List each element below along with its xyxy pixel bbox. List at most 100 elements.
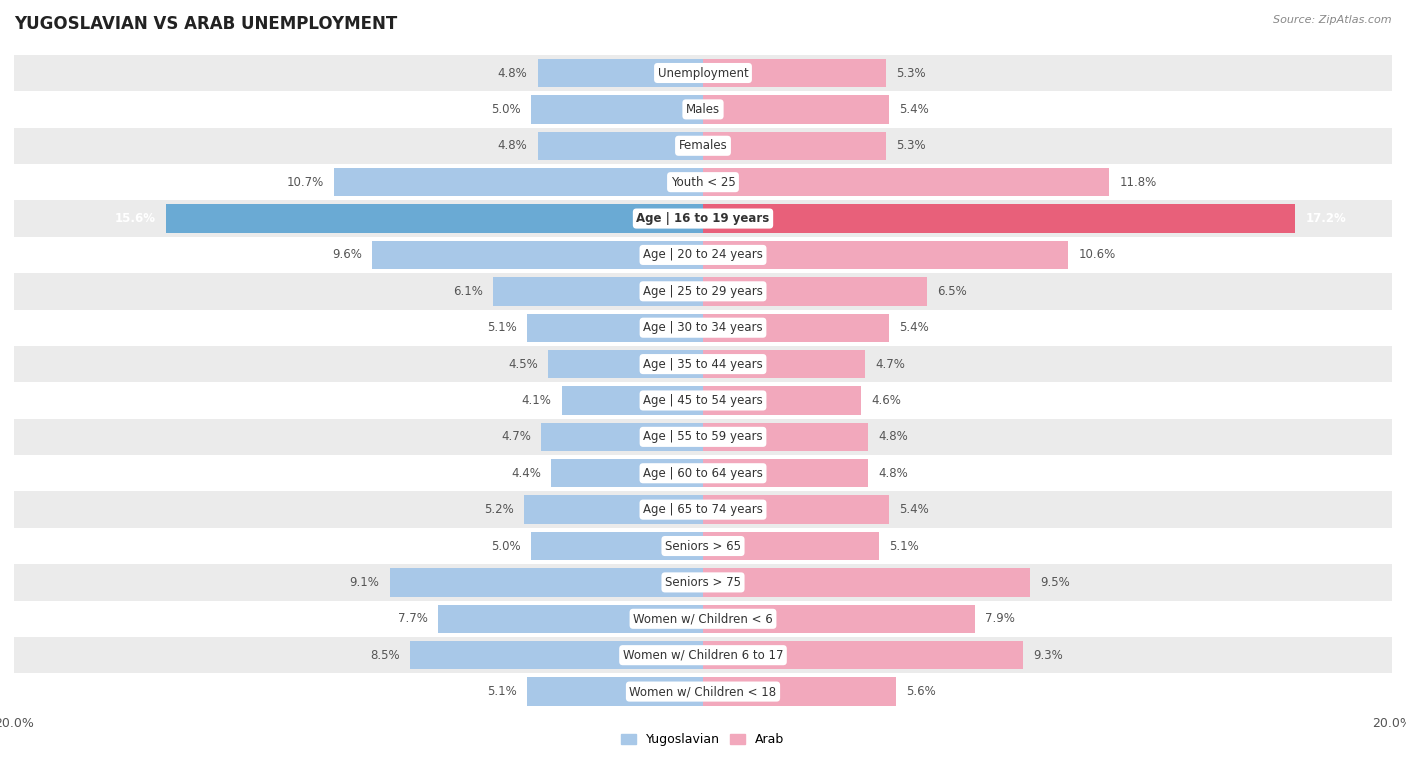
Bar	[541, 422, 703, 451]
Bar	[14, 346, 1392, 382]
Bar	[494, 277, 703, 306]
Text: 9.3%: 9.3%	[1033, 649, 1063, 662]
Bar	[373, 241, 703, 269]
Text: Women w/ Children < 6: Women w/ Children < 6	[633, 612, 773, 625]
Bar	[703, 386, 862, 415]
Text: 4.5%: 4.5%	[508, 357, 537, 371]
Bar	[537, 59, 703, 87]
Bar	[527, 313, 703, 342]
Bar	[14, 455, 1392, 491]
Text: Females: Females	[679, 139, 727, 152]
Text: 6.1%: 6.1%	[453, 285, 482, 298]
Bar	[14, 419, 1392, 455]
Bar	[703, 605, 976, 633]
Text: Source: ZipAtlas.com: Source: ZipAtlas.com	[1274, 15, 1392, 25]
Bar	[389, 569, 703, 597]
Text: 7.9%: 7.9%	[986, 612, 1015, 625]
Bar	[703, 168, 1109, 196]
Text: Youth < 25: Youth < 25	[671, 176, 735, 188]
Text: 4.7%: 4.7%	[875, 357, 905, 371]
Text: 4.8%: 4.8%	[879, 467, 908, 480]
Bar	[14, 237, 1392, 273]
Text: Age | 65 to 74 years: Age | 65 to 74 years	[643, 503, 763, 516]
Bar	[14, 91, 1392, 128]
Text: Women w/ Children 6 to 17: Women w/ Children 6 to 17	[623, 649, 783, 662]
Bar	[703, 350, 865, 378]
Text: Age | 60 to 64 years: Age | 60 to 64 years	[643, 467, 763, 480]
Bar	[703, 313, 889, 342]
Text: Age | 25 to 29 years: Age | 25 to 29 years	[643, 285, 763, 298]
Legend: Yugoslavian, Arab: Yugoslavian, Arab	[616, 728, 790, 752]
Bar	[537, 132, 703, 160]
Bar	[14, 310, 1392, 346]
Bar	[14, 55, 1392, 91]
Text: 5.3%: 5.3%	[896, 139, 925, 152]
Bar	[14, 600, 1392, 637]
Text: 7.7%: 7.7%	[398, 612, 427, 625]
Text: 5.0%: 5.0%	[491, 540, 520, 553]
Bar	[703, 422, 869, 451]
Bar	[703, 132, 886, 160]
Bar	[703, 95, 889, 123]
Text: 5.1%: 5.1%	[488, 321, 517, 334]
Text: 4.6%: 4.6%	[872, 394, 901, 407]
Text: Unemployment: Unemployment	[658, 67, 748, 79]
Text: Age | 16 to 19 years: Age | 16 to 19 years	[637, 212, 769, 225]
Bar	[703, 59, 886, 87]
Text: 5.4%: 5.4%	[900, 103, 929, 116]
Bar	[703, 204, 1295, 232]
Text: 4.4%: 4.4%	[512, 467, 541, 480]
Bar	[531, 95, 703, 123]
Text: 5.3%: 5.3%	[896, 67, 925, 79]
Text: 5.4%: 5.4%	[900, 321, 929, 334]
Text: 11.8%: 11.8%	[1119, 176, 1157, 188]
Bar	[562, 386, 703, 415]
Text: 15.6%: 15.6%	[114, 212, 155, 225]
Bar	[14, 164, 1392, 201]
Bar	[14, 491, 1392, 528]
Bar	[166, 204, 703, 232]
Bar	[14, 273, 1392, 310]
Bar	[14, 674, 1392, 710]
Bar	[411, 641, 703, 669]
Text: 4.8%: 4.8%	[498, 139, 527, 152]
Bar	[527, 678, 703, 706]
Bar	[703, 277, 927, 306]
Text: Seniors > 75: Seniors > 75	[665, 576, 741, 589]
Text: 9.6%: 9.6%	[332, 248, 361, 261]
Bar	[14, 637, 1392, 674]
Bar	[14, 382, 1392, 419]
Text: 4.1%: 4.1%	[522, 394, 551, 407]
Bar	[524, 495, 703, 524]
Text: Seniors > 65: Seniors > 65	[665, 540, 741, 553]
Text: 6.5%: 6.5%	[938, 285, 967, 298]
Text: 9.5%: 9.5%	[1040, 576, 1070, 589]
Text: 5.1%: 5.1%	[889, 540, 918, 553]
Bar	[703, 459, 869, 488]
Bar	[703, 569, 1031, 597]
Bar	[14, 528, 1392, 564]
Text: 9.1%: 9.1%	[349, 576, 380, 589]
Bar	[703, 641, 1024, 669]
Text: 5.2%: 5.2%	[484, 503, 513, 516]
Text: Age | 45 to 54 years: Age | 45 to 54 years	[643, 394, 763, 407]
Text: 5.0%: 5.0%	[491, 103, 520, 116]
Text: Age | 35 to 44 years: Age | 35 to 44 years	[643, 357, 763, 371]
Text: 8.5%: 8.5%	[370, 649, 399, 662]
Bar	[531, 532, 703, 560]
Text: Age | 30 to 34 years: Age | 30 to 34 years	[643, 321, 763, 334]
Text: YUGOSLAVIAN VS ARAB UNEMPLOYMENT: YUGOSLAVIAN VS ARAB UNEMPLOYMENT	[14, 15, 398, 33]
Bar	[703, 495, 889, 524]
Bar	[703, 241, 1069, 269]
Text: 4.8%: 4.8%	[498, 67, 527, 79]
Bar	[14, 201, 1392, 237]
Bar	[437, 605, 703, 633]
Bar	[14, 128, 1392, 164]
Bar	[335, 168, 703, 196]
Text: 4.7%: 4.7%	[501, 431, 531, 444]
Bar	[703, 532, 879, 560]
Text: 10.7%: 10.7%	[287, 176, 323, 188]
Text: Age | 55 to 59 years: Age | 55 to 59 years	[643, 431, 763, 444]
Bar	[548, 350, 703, 378]
Text: 17.2%: 17.2%	[1306, 212, 1347, 225]
